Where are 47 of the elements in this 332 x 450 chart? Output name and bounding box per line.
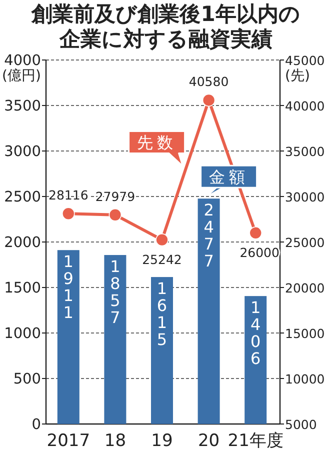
- bar: [151, 277, 173, 424]
- x-tick-label: 18: [104, 431, 126, 450]
- y-tick-label: 2000: [4, 235, 41, 251]
- y2-tick-label: 5000: [285, 417, 317, 432]
- bar: [104, 255, 126, 424]
- y-tick-label: 2500: [4, 190, 41, 206]
- data-label: 40580: [188, 74, 229, 90]
- point: [62, 207, 75, 220]
- y2-tick-label: 40000: [285, 98, 325, 114]
- bar: [198, 198, 220, 424]
- x-tick-label: 2017: [46, 431, 90, 450]
- data-label: 18 5 7: [110, 257, 120, 328]
- y2-tick-label: 20000: [285, 280, 325, 296]
- series-label: 金額: [208, 168, 249, 187]
- y-tick-label: 3000: [4, 144, 41, 160]
- data-label: 28116: [48, 188, 88, 203]
- x-tick-label: 19: [151, 431, 173, 450]
- data-label: 19 1 1: [63, 252, 74, 322]
- y-axis-title: (億円): [2, 68, 41, 84]
- y2-tick-label: 25000: [285, 235, 325, 250]
- y-tick-label: 3500: [4, 98, 41, 114]
- y-tick-label: 1000: [4, 326, 41, 342]
- y2-tick-label: 45000: [285, 53, 325, 68]
- y2-tick-label: 10000: [285, 372, 325, 386]
- y-tick-label: 500: [13, 372, 41, 388]
- point: [108, 208, 122, 222]
- y-tick-label: 0: [32, 417, 41, 433]
- chart-title: 創業前及び創業後1年以内の企業に対する融資実績: [30, 2, 302, 52]
- x-tick-label: 20: [198, 431, 220, 450]
- series-label: 先数: [136, 133, 177, 152]
- data-label: 2 4 7 7: [204, 200, 214, 271]
- data-label: 26000: [240, 244, 280, 260]
- y2-tick-label: 35000: [285, 144, 325, 159]
- y2-tick-label: 15000: [285, 326, 325, 341]
- data-label: 25242: [142, 252, 182, 267]
- point: [202, 94, 216, 107]
- y2-tick-label: 30000: [285, 190, 325, 204]
- y-tick-label: 4000: [4, 53, 41, 69]
- bar: [57, 250, 80, 424]
- x-tick-label: 21年度: [228, 431, 284, 450]
- data-label: 1 4 0 6: [250, 298, 261, 368]
- bar: [244, 296, 267, 424]
- y2-axis-title: (先): [285, 68, 310, 84]
- point: [249, 226, 262, 240]
- y-tick-label: 1500: [4, 280, 41, 296]
- point: [156, 233, 168, 246]
- data-label: 1 6 1 5: [156, 279, 168, 350]
